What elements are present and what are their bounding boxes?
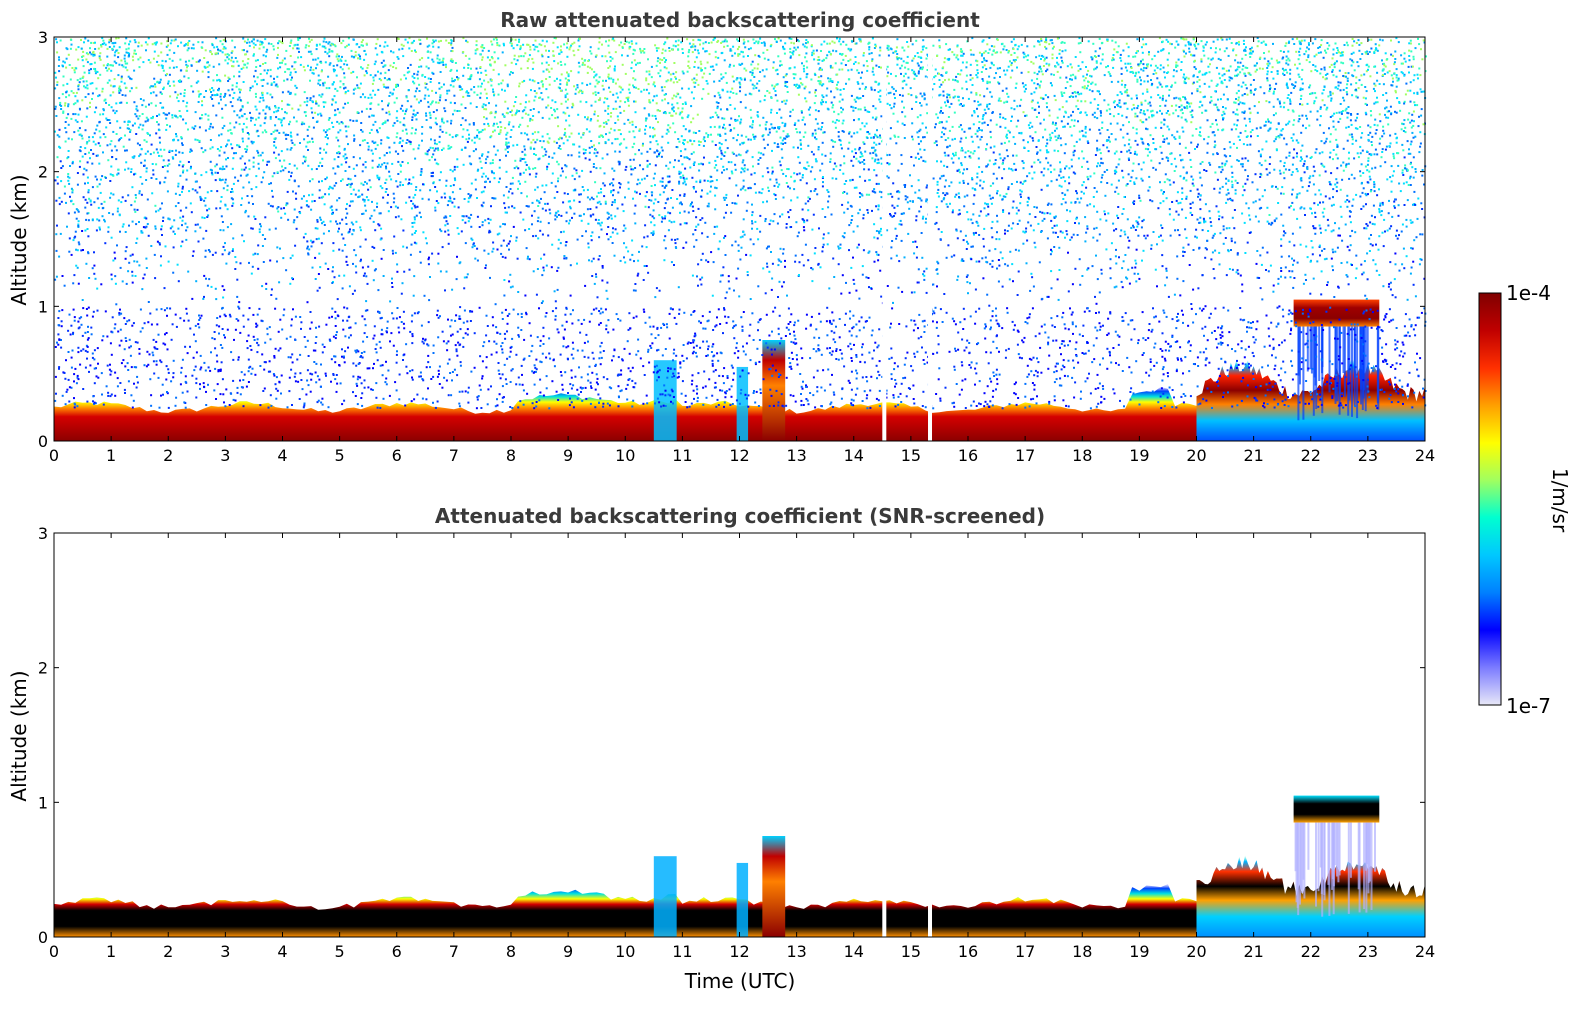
x-tick-label: 1: [106, 446, 116, 465]
x-tick-label: 13: [786, 446, 806, 465]
panel-raw: Raw attenuated backscattering coefficien…: [7, 8, 1435, 465]
x-tick-label: 3: [220, 942, 230, 961]
x-tick-label: 22: [1301, 446, 1321, 465]
x-tick-label: 5: [335, 446, 345, 465]
x-tick-label: 0: [49, 446, 59, 465]
panel-raw-title: Raw attenuated backscattering coefficien…: [500, 8, 980, 32]
x-tick-label: 23: [1358, 446, 1378, 465]
panel-screened-title: Attenuated backscattering coefficient (S…: [435, 504, 1045, 528]
plot-area-screened: [53, 532, 1426, 938]
y-tick-label: 0: [38, 432, 48, 451]
data-gap: [928, 37, 933, 441]
x-tick-label: 1: [106, 942, 116, 961]
x-tick-label: 13: [786, 942, 806, 961]
x-tick-label: 7: [449, 446, 459, 465]
x-tick-label: 11: [672, 942, 692, 961]
x-tick-label: 16: [958, 942, 978, 961]
x-tick-label: 9: [563, 942, 573, 961]
x-tick-label: 18: [1072, 446, 1092, 465]
x-tick-label: 7: [449, 942, 459, 961]
x-tick-label: 10: [615, 446, 635, 465]
y-tick-label: 2: [38, 659, 48, 678]
feature-boundary-layer: [54, 884, 1197, 937]
panel-screened: Attenuated backscattering coefficient (S…: [7, 504, 1435, 993]
x-tick-label: 15: [901, 942, 921, 961]
x-tick-label: 2: [163, 446, 173, 465]
axis-ticks-screened: 0 1 2 3 4 5 6 7 8 9 10 11 12 13 14 15 16 17 18 19 20 21 22 23 24…: [38, 524, 1435, 961]
x-tick-label: 12: [729, 942, 749, 961]
x-tick-label: 9: [563, 446, 573, 465]
x-tick-label: 24: [1415, 942, 1435, 961]
y-tick-label: 1: [38, 793, 48, 812]
x-tick-label: 21: [1243, 942, 1263, 961]
x-tick-label: 8: [506, 942, 516, 961]
feature-boundary-layer: [54, 386, 1197, 441]
x-tick-label: 2: [163, 942, 173, 961]
colorbar-min-label: 1e-7: [1506, 694, 1551, 718]
x-tick-label: 4: [277, 446, 287, 465]
colorbar-max-label: 1e-4: [1506, 281, 1551, 305]
x-tick-label: 20: [1186, 942, 1206, 961]
data-gap: [882, 37, 887, 441]
x-tick-label: 8: [506, 446, 516, 465]
x-tick-label: 3: [220, 446, 230, 465]
colorbar: 1e-4 1e-7 1/m/sr: [1478, 281, 1572, 718]
y-tick-label: 3: [38, 524, 48, 543]
y-tick-label: 3: [38, 28, 48, 47]
feature-plume: [653, 340, 786, 441]
x-tick-label: 17: [1015, 942, 1035, 961]
x-tick-label: 4: [277, 942, 287, 961]
x-tick-label: 23: [1358, 942, 1378, 961]
colorbar-scale: [1478, 292, 1502, 706]
x-tick-label: 19: [1129, 942, 1149, 961]
feature-cloud: [1293, 795, 1380, 917]
panel-screened-ylabel: Altitude (km): [7, 670, 31, 801]
axis-ticks-raw: 0 1 2 3 4 5 6 7 8 9 10 11 12 13 14 15 16 17 18 19 20 21 22 23 24…: [38, 28, 1435, 465]
x-tick-label: 0: [49, 942, 59, 961]
data-gap: [882, 533, 887, 937]
y-tick-label: 0: [38, 928, 48, 947]
x-tick-label: 20: [1186, 446, 1206, 465]
y-tick-label: 2: [38, 163, 48, 182]
x-tick-label: 6: [392, 942, 402, 961]
x-tick-label: 24: [1415, 446, 1435, 465]
x-tick-label: 21: [1243, 446, 1263, 465]
x-tick-label: 17: [1015, 446, 1035, 465]
feature-plume: [653, 836, 786, 937]
x-tick-label: 15: [901, 446, 921, 465]
panel-screened-xlabel: Time (UTC): [684, 969, 796, 993]
x-tick-label: 22: [1301, 942, 1321, 961]
x-tick-label: 11: [672, 446, 692, 465]
panel-raw-ylabel: Altitude (km): [7, 174, 31, 305]
x-tick-label: 6: [392, 446, 402, 465]
x-tick-label: 5: [335, 942, 345, 961]
data-gap: [928, 533, 933, 937]
y-tick-label: 1: [38, 297, 48, 316]
x-tick-label: 14: [844, 446, 864, 465]
x-tick-label: 18: [1072, 942, 1092, 961]
x-tick-label: 14: [844, 942, 864, 961]
plot-area-raw: [53, 36, 1427, 442]
x-tick-label: 12: [729, 446, 749, 465]
colorbar-unit-label: 1/m/sr: [1548, 468, 1572, 533]
x-tick-label: 10: [615, 942, 635, 961]
feature-noise: [54, 37, 1427, 410]
x-tick-label: 19: [1129, 446, 1149, 465]
x-tick-label: 16: [958, 446, 978, 465]
